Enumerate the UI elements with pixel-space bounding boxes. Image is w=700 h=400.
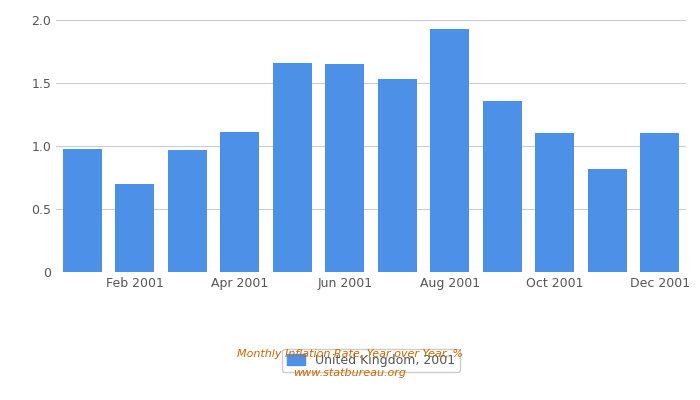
Text: Monthly Inflation Rate, Year over Year, %: Monthly Inflation Rate, Year over Year, … xyxy=(237,349,463,359)
Bar xyxy=(587,169,627,272)
Legend: United Kingdom, 2001: United Kingdom, 2001 xyxy=(281,349,461,372)
Bar xyxy=(220,132,260,272)
Bar xyxy=(482,101,522,272)
Bar xyxy=(640,133,680,272)
Bar xyxy=(377,79,417,272)
Text: www.statbureau.org: www.statbureau.org xyxy=(293,368,407,378)
Bar xyxy=(325,64,365,272)
Bar xyxy=(430,29,470,272)
Bar xyxy=(535,133,575,272)
Bar xyxy=(272,63,312,272)
Bar xyxy=(115,184,155,272)
Bar xyxy=(62,148,102,272)
Bar xyxy=(167,150,207,272)
